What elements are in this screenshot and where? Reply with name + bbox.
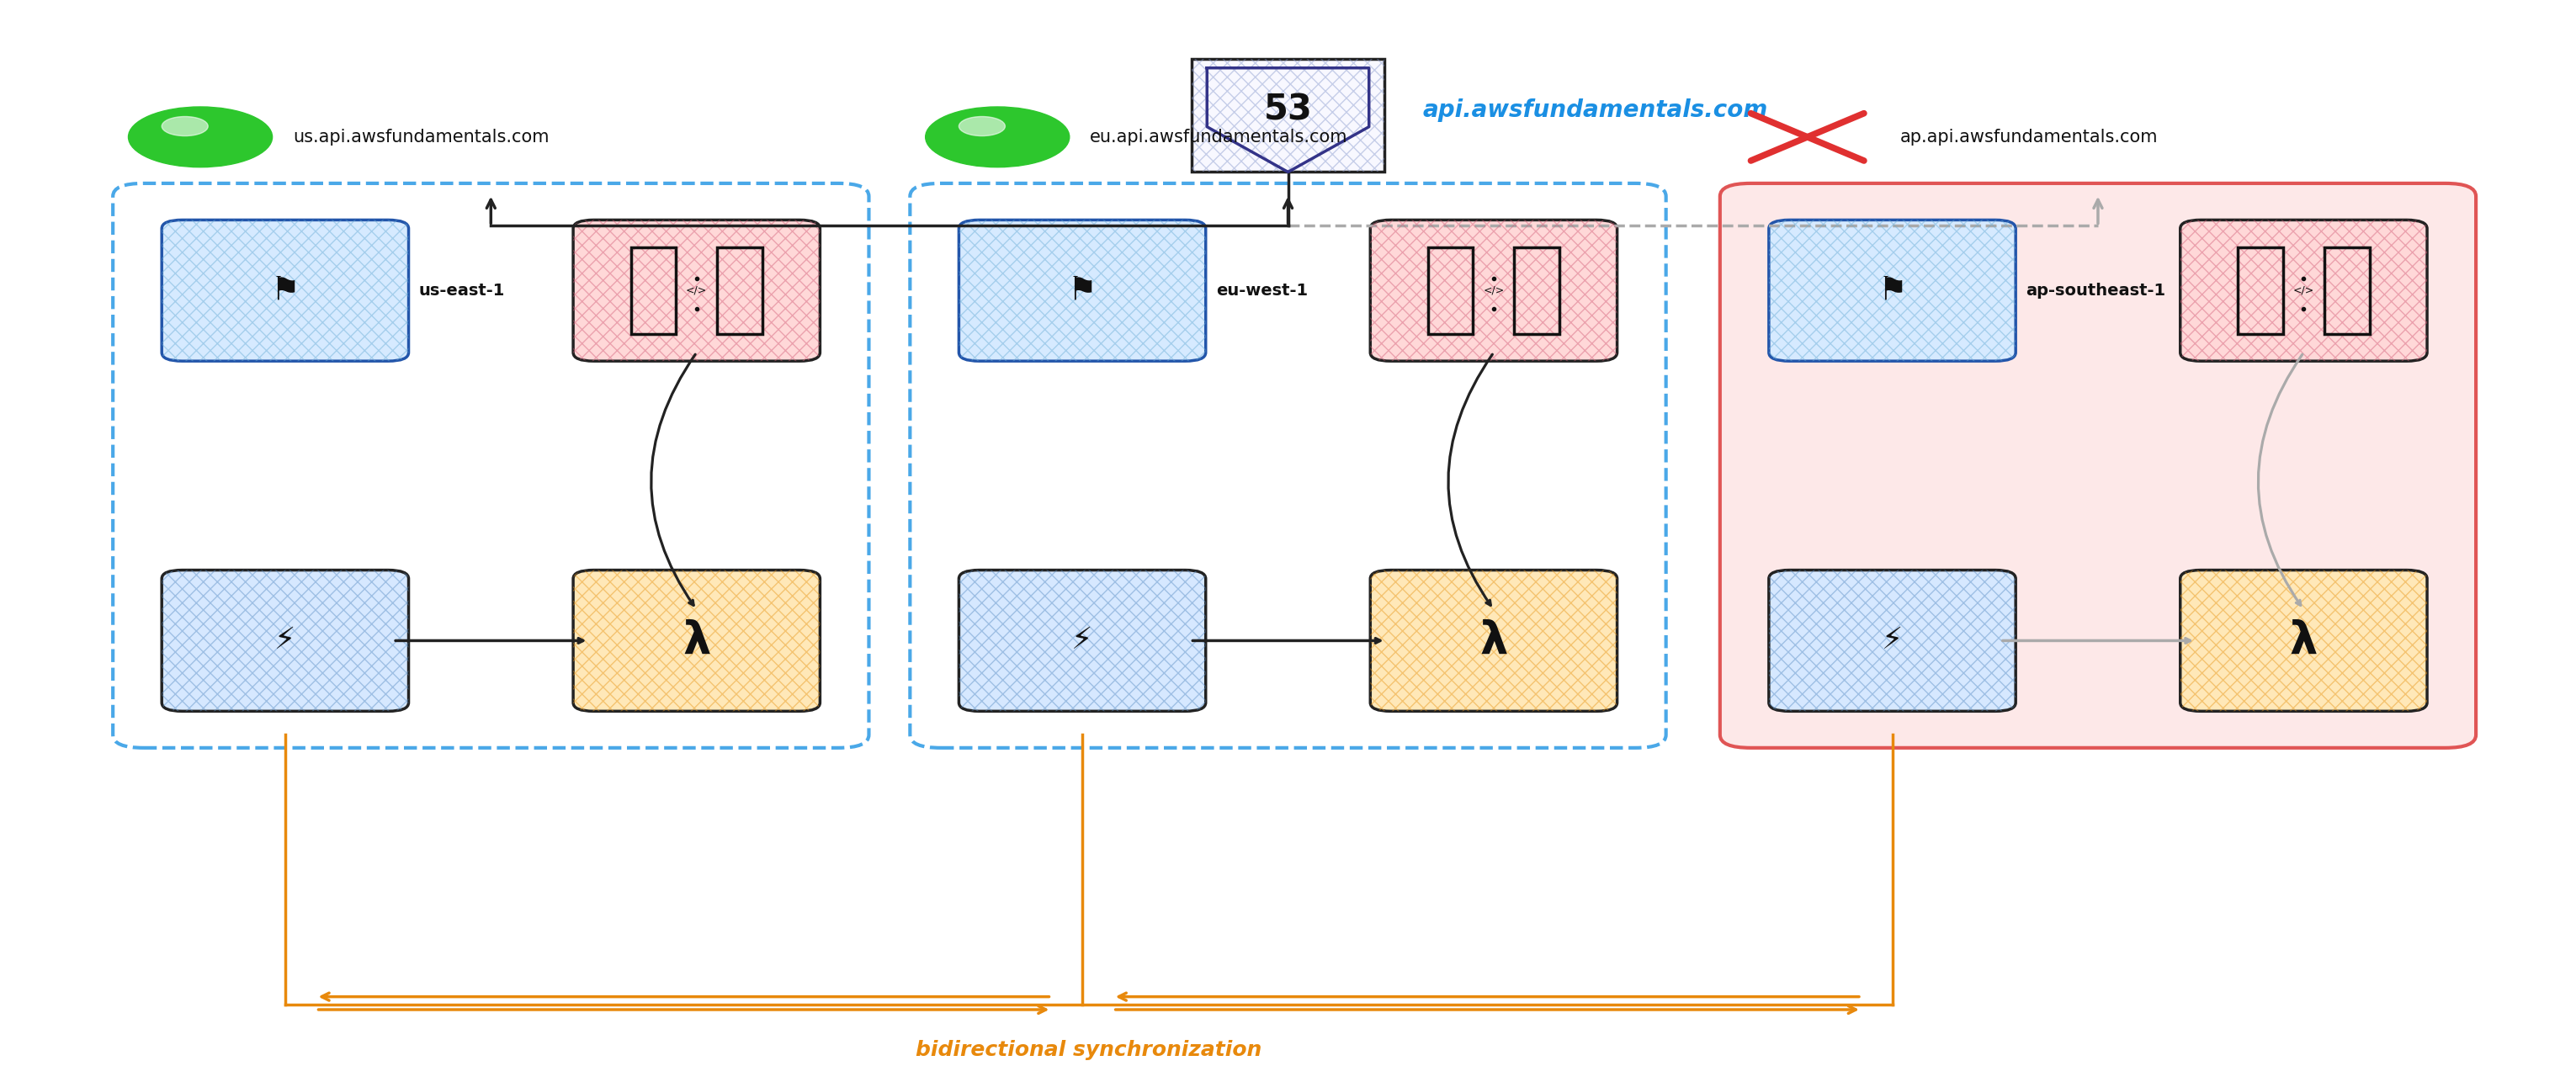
Text: λ: λ bbox=[2290, 619, 2318, 662]
Text: us-east-1: us-east-1 bbox=[420, 282, 505, 299]
Circle shape bbox=[958, 117, 1005, 136]
Text: ⚑: ⚑ bbox=[270, 275, 299, 306]
FancyBboxPatch shape bbox=[958, 570, 1206, 711]
FancyBboxPatch shape bbox=[2179, 570, 2427, 711]
Text: ap-southeast-1: ap-southeast-1 bbox=[2025, 282, 2166, 299]
Bar bbox=[1427, 247, 1473, 334]
FancyBboxPatch shape bbox=[574, 570, 819, 711]
Circle shape bbox=[925, 107, 1069, 167]
Text: λ: λ bbox=[683, 619, 711, 662]
Circle shape bbox=[129, 107, 273, 167]
Text: ⚡: ⚡ bbox=[1072, 626, 1092, 655]
Bar bbox=[2324, 247, 2370, 334]
Bar bbox=[716, 247, 762, 334]
Text: bidirectional synchronization: bidirectional synchronization bbox=[914, 1040, 1262, 1060]
FancyBboxPatch shape bbox=[1370, 570, 1618, 711]
Text: api.awsfundamentals.com: api.awsfundamentals.com bbox=[1422, 98, 1767, 122]
FancyBboxPatch shape bbox=[113, 183, 868, 748]
Text: λ: λ bbox=[1479, 619, 1507, 662]
FancyBboxPatch shape bbox=[909, 183, 1667, 748]
Text: </>: </> bbox=[685, 285, 708, 296]
Bar bbox=[1515, 247, 1558, 334]
Bar bbox=[1193, 58, 1383, 172]
FancyBboxPatch shape bbox=[162, 570, 410, 711]
Text: ⚑: ⚑ bbox=[1066, 275, 1097, 306]
Bar bbox=[631, 247, 675, 334]
FancyBboxPatch shape bbox=[1770, 570, 2014, 711]
Text: ap.api.awsfundamentals.com: ap.api.awsfundamentals.com bbox=[1901, 129, 2159, 145]
Bar bbox=[1193, 58, 1383, 172]
Text: ⚑: ⚑ bbox=[1878, 275, 1906, 306]
FancyBboxPatch shape bbox=[1770, 220, 2014, 361]
Text: 53: 53 bbox=[1265, 92, 1311, 128]
Text: eu-west-1: eu-west-1 bbox=[1216, 282, 1309, 299]
FancyBboxPatch shape bbox=[2179, 220, 2427, 361]
Text: </>: </> bbox=[2293, 285, 2313, 296]
Text: us.api.awsfundamentals.com: us.api.awsfundamentals.com bbox=[294, 129, 549, 145]
Text: ⚡: ⚡ bbox=[276, 626, 296, 655]
FancyBboxPatch shape bbox=[162, 220, 410, 361]
FancyBboxPatch shape bbox=[574, 220, 819, 361]
FancyBboxPatch shape bbox=[1721, 183, 2476, 748]
Bar bbox=[2239, 247, 2282, 334]
Text: ⚡: ⚡ bbox=[1880, 626, 1904, 655]
FancyBboxPatch shape bbox=[958, 220, 1206, 361]
Text: eu.api.awsfundamentals.com: eu.api.awsfundamentals.com bbox=[1090, 129, 1347, 145]
Circle shape bbox=[162, 117, 209, 136]
FancyBboxPatch shape bbox=[1370, 220, 1618, 361]
Text: </>: </> bbox=[1484, 285, 1504, 296]
